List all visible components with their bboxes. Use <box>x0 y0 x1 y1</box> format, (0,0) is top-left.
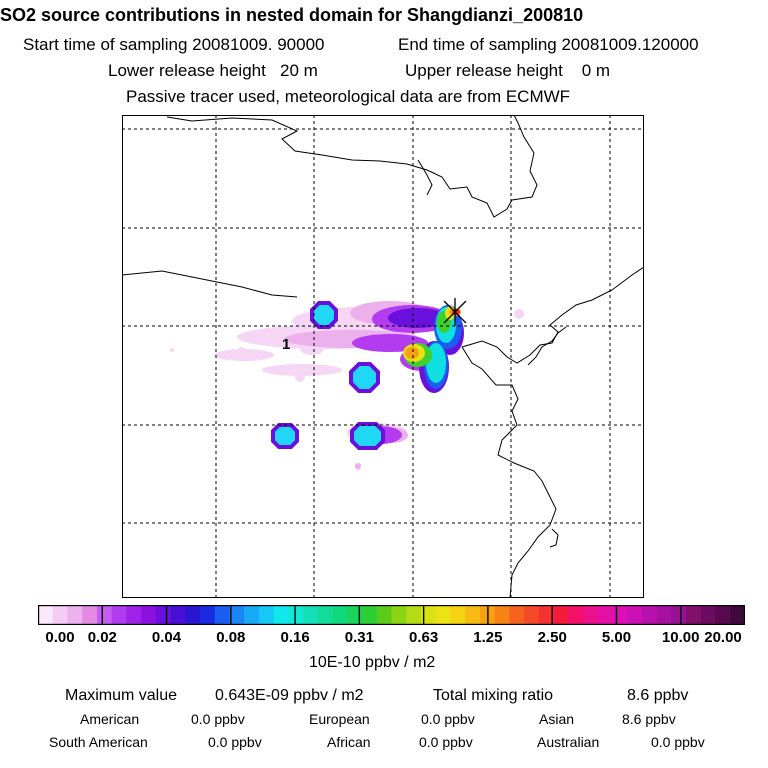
colorbar-cell <box>465 605 481 625</box>
colorbar-tick-label: 1.25 <box>473 629 503 646</box>
colorbar-tick-label: 2.50 <box>537 629 567 646</box>
region-value-asian: 8.6 ppbv <box>622 711 676 727</box>
end-time-text: End time of sampling 20081009.120000 <box>398 35 699 54</box>
colorbar-tick-label: 0.08 <box>216 629 246 646</box>
colorbar-cell <box>67 605 83 625</box>
colorbar-tick-label: 10.00 <box>661 629 700 646</box>
map-panel: 1 <box>122 115 644 598</box>
colorbar-cell <box>332 605 348 625</box>
colorbar-tick-label: 5.00 <box>601 629 632 646</box>
colorbar-tick-label: 0.63 <box>408 629 439 646</box>
region-name-south-american: South American <box>49 734 148 750</box>
colorbar-cell <box>82 605 98 625</box>
colorbar-cell <box>450 605 466 625</box>
colorbar-cell <box>52 605 69 625</box>
hotspot-4 <box>350 422 385 450</box>
colorbar-cell <box>185 605 201 625</box>
colorbar-cell <box>671 605 687 625</box>
colorbar-tick-label: 0.31 <box>344 629 374 646</box>
colorbar-cell <box>700 605 717 625</box>
colorbar-tick-label: 0.16 <box>280 629 310 646</box>
colorbar-cell <box>141 605 157 625</box>
colorbar-cell <box>303 605 319 625</box>
lat-lon-gridlines <box>122 115 644 598</box>
colorbar-cell <box>170 605 186 625</box>
x-star-icon <box>443 298 467 326</box>
colorbar-cell <box>391 605 407 625</box>
colorbar-cell <box>317 605 334 625</box>
colorbar <box>38 605 745 625</box>
region-name-african: African <box>327 734 371 750</box>
region-name-american: American <box>80 711 140 727</box>
region-value-australian: 0.0 ppbv <box>651 734 705 750</box>
colorbar-cell <box>420 605 437 625</box>
colorbar-cell <box>229 605 245 625</box>
colorbar-units: 10E-10 ppbv / m2 <box>309 654 436 671</box>
colorbar-cell <box>494 605 510 625</box>
tracer-note-text: Passive tracer used, meteorological data… <box>126 87 571 106</box>
total-mixing-ratio-value: 8.6 ppbv <box>627 687 689 704</box>
colorbar-cell <box>524 605 540 625</box>
coastlines <box>122 115 644 598</box>
region-value-european: 0.0 ppbv <box>421 711 475 727</box>
colorbar-cell <box>568 605 584 625</box>
region-name-asian: Asian <box>539 711 575 727</box>
station-label: 1 <box>282 336 290 353</box>
upper-release-height-text: Upper release height 0 m <box>405 61 611 80</box>
total-mixing-ratio-label: Total mixing ratio <box>433 687 554 704</box>
colorbar-cell <box>362 605 378 625</box>
colorbar-cell <box>538 605 555 625</box>
colorbar-cell <box>641 605 658 625</box>
colorbar-tick-label: 0.04 <box>151 629 182 646</box>
max-value-label: Maximum value <box>65 687 178 704</box>
colorbar-cell <box>597 605 614 625</box>
region-name-australian: Australian <box>537 734 600 750</box>
region-value-south-american: 0.0 ppbv <box>208 734 262 750</box>
colorbar-cell <box>730 605 745 625</box>
colorbar-cell <box>200 605 216 625</box>
colorbar-tick-label: 20.00 <box>704 629 742 646</box>
colorbar-cell <box>686 605 702 625</box>
colorbar-cell <box>273 605 289 625</box>
colorbar-cell <box>111 605 127 625</box>
colorbar-cell <box>406 605 422 625</box>
start-time-text: Start time of sampling 20081009. 90000 <box>23 35 325 54</box>
hotspot-3 <box>271 423 299 449</box>
colorbar-cell <box>244 605 260 625</box>
colorbar-tick-label: 0.00 <box>45 629 75 646</box>
colorbar-cell <box>627 605 643 625</box>
region-value-african: 0.0 ppbv <box>419 734 473 750</box>
colorbar-cell <box>656 605 672 625</box>
colorbar-cell <box>376 605 393 625</box>
colorbar-cell <box>96 605 113 625</box>
colorbar-cell <box>38 605 54 625</box>
region-value-american: 0.0 ppbv <box>191 711 245 727</box>
colorbar-cell <box>126 605 142 625</box>
colorbar-cell <box>553 605 569 625</box>
colorbar-cell <box>509 605 525 625</box>
colorbar-cell <box>347 605 363 625</box>
colorbar-cell <box>155 605 172 625</box>
max-value: 0.643E-09 ppbv / m2 <box>215 687 364 704</box>
colorbar-tick-label: 0.02 <box>87 629 117 646</box>
hotspot-1 <box>310 301 338 329</box>
page-title: SO2 source contributions in nested domai… <box>0 5 584 25</box>
lower-release-height-text: Lower release height 20 m <box>108 61 318 80</box>
region-name-european: European <box>309 711 370 727</box>
colorbar-cell <box>715 605 731 625</box>
source-hotspots <box>271 301 385 450</box>
colorbar-cell <box>435 605 452 625</box>
colorbar-cell <box>582 605 599 625</box>
colorbar-cell <box>288 605 304 625</box>
colorbar-cell <box>612 605 628 625</box>
colorbar-cell <box>214 605 231 625</box>
hotspot-2 <box>349 362 380 393</box>
colorbar-cell <box>258 605 275 625</box>
